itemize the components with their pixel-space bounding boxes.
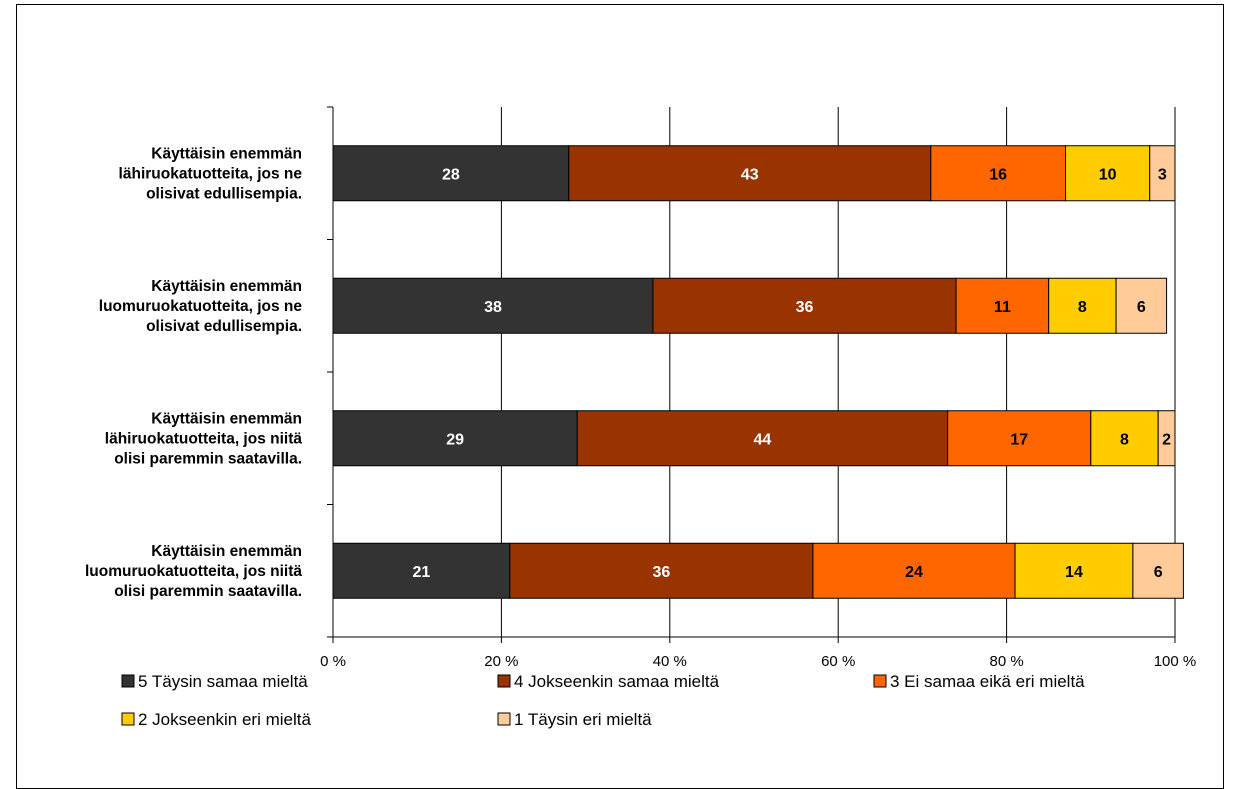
category-label-line: olisi paremmin saatavilla. bbox=[114, 450, 302, 467]
data-label: 3 bbox=[1158, 166, 1167, 183]
data-label: 24 bbox=[905, 564, 923, 581]
legend-label: 4 Jokseenkin samaa mieltä bbox=[514, 672, 720, 691]
data-label: 6 bbox=[1137, 299, 1146, 316]
x-tick-label: 20 % bbox=[484, 653, 518, 670]
data-label: 44 bbox=[754, 431, 772, 448]
data-label: 43 bbox=[741, 166, 759, 183]
category-label: Käyttäisin enemmän lähiruokatuotteita, jo… bbox=[119, 145, 303, 202]
legend-swatch bbox=[873, 674, 887, 688]
legend-label: 3 Ei samaa eikä eri mieltä bbox=[890, 672, 1085, 691]
bar-segment bbox=[930, 145, 1067, 202]
x-tick-label: 80 % bbox=[989, 653, 1023, 670]
x-tick-label: 100 % bbox=[1154, 653, 1197, 670]
bar-segment bbox=[947, 410, 1092, 467]
category-label-line: luomuruokatuotteita, jos niitä bbox=[85, 563, 302, 580]
category-label-line: Käyttäisin enemmän bbox=[151, 145, 302, 162]
bar-segment bbox=[1048, 277, 1117, 334]
bar-segment bbox=[332, 145, 570, 202]
category-label: Käyttäisin enemmän lähiruokatuotteita, jo… bbox=[105, 410, 303, 467]
legend-swatch bbox=[121, 674, 135, 688]
data-label: 8 bbox=[1078, 299, 1087, 316]
data-label: 10 bbox=[1099, 166, 1117, 183]
category-label: Käyttäisin enemmän luomuruokatuotteita, j… bbox=[85, 543, 302, 600]
bar-segment bbox=[509, 542, 814, 599]
x-tick-label: 0 % bbox=[320, 653, 346, 670]
data-label: 36 bbox=[652, 564, 670, 581]
x-tick-label: 40 % bbox=[653, 653, 687, 670]
bar-segment bbox=[332, 410, 578, 467]
data-label: 21 bbox=[413, 564, 431, 581]
bar-segment bbox=[1014, 542, 1134, 599]
legend-label: 1 Täysin eri mieltä bbox=[514, 710, 652, 729]
category-label-line: lähiruokatuotteita, jos niitä bbox=[105, 430, 303, 447]
category-label-line: Käyttäisin enemmän bbox=[151, 278, 302, 295]
category-label-line: Käyttäisin enemmän bbox=[151, 410, 302, 427]
data-label: 14 bbox=[1065, 564, 1083, 581]
data-label: 36 bbox=[796, 299, 814, 316]
data-label: 17 bbox=[1010, 431, 1028, 448]
data-label: 2 bbox=[1162, 431, 1171, 448]
data-label: 29 bbox=[446, 431, 464, 448]
data-label: 28 bbox=[442, 166, 460, 183]
legend-swatch bbox=[497, 674, 511, 688]
category-label-line: lähiruokatuotteita, jos ne bbox=[119, 165, 303, 182]
category-label-line: olisivat edullisempia. bbox=[146, 318, 302, 335]
data-label: 38 bbox=[484, 299, 502, 316]
bar-segment bbox=[1090, 410, 1159, 467]
category-label-line: olisivat edullisempia. bbox=[146, 185, 302, 202]
bar-segment bbox=[1115, 277, 1168, 334]
bar-segment bbox=[1132, 542, 1184, 599]
bar-segment bbox=[332, 542, 511, 599]
legend-label: 2 Jokseenkin eri mieltä bbox=[138, 710, 311, 729]
category-label-line: olisi paremmin saatavilla. bbox=[114, 583, 302, 600]
bar-segment bbox=[1157, 410, 1176, 467]
data-label: 8 bbox=[1120, 431, 1129, 448]
bar-segment bbox=[568, 145, 932, 202]
data-label: 16 bbox=[989, 166, 1007, 183]
legend-swatch bbox=[497, 712, 511, 726]
category-label-line: Käyttäisin enemmän bbox=[151, 543, 302, 560]
category-label-line: luomuruokatuotteita, jos ne bbox=[99, 298, 303, 315]
bar-segment bbox=[812, 542, 1016, 599]
chart-frame bbox=[16, 4, 1224, 789]
bar-segment bbox=[332, 277, 654, 334]
category-label: Käyttäisin enemmän luomuruokatuotteita, j… bbox=[99, 278, 303, 335]
data-label: 11 bbox=[994, 299, 1011, 316]
data-label: 6 bbox=[1154, 564, 1163, 581]
bar-segment bbox=[576, 410, 949, 467]
legend-swatch bbox=[121, 712, 135, 726]
bar-segment bbox=[652, 277, 957, 334]
legend-label: 5 Täysin samaa mieltä bbox=[138, 672, 308, 691]
x-tick-label: 60 % bbox=[821, 653, 855, 670]
bar-segment bbox=[1149, 145, 1176, 202]
